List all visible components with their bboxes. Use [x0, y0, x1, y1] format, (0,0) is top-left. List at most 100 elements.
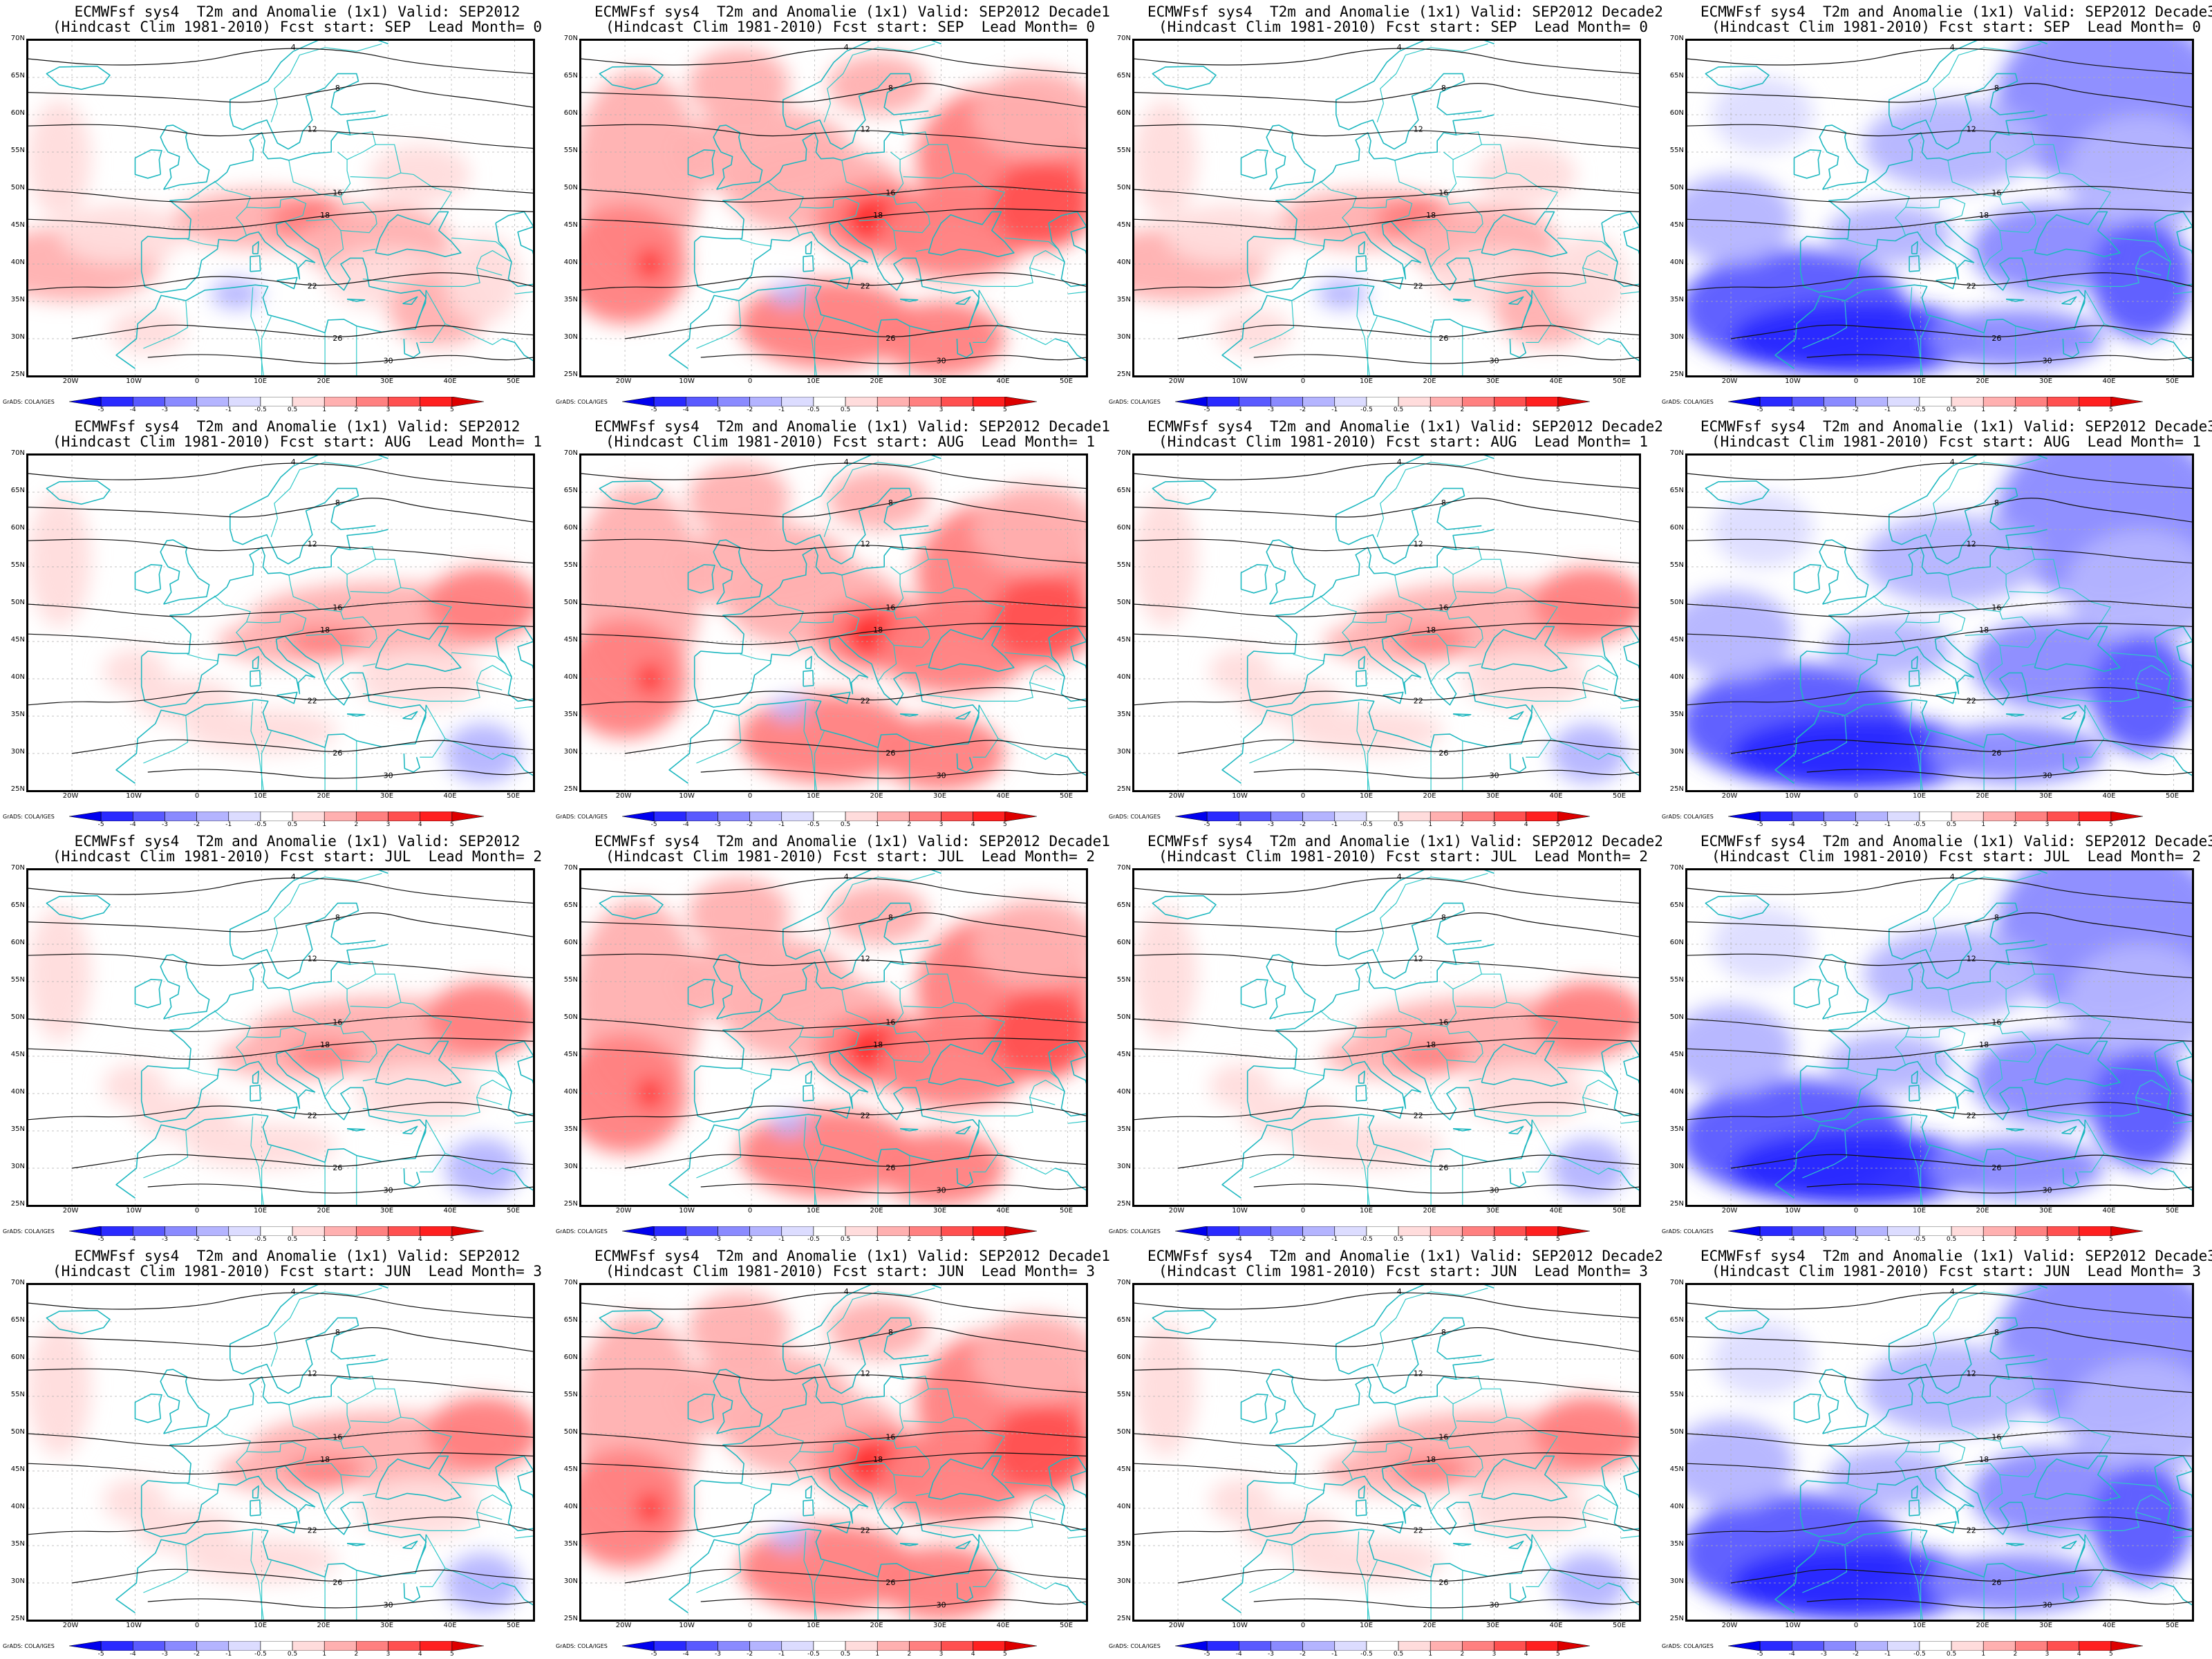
grads-credit: GrADS: COLA/IGES — [1662, 1643, 1714, 1649]
grads-credit: GrADS: COLA/IGES — [556, 399, 608, 405]
colorbar-tick-label: 5 — [449, 406, 454, 413]
colorbar-tick-label: 5 — [1555, 1236, 1560, 1243]
country-borders — [143, 458, 534, 791]
contour-label: 4 — [1950, 458, 1955, 467]
gridlines — [1687, 40, 2193, 376]
country-borders — [1249, 43, 1640, 376]
lat-tick-label: 70N — [1116, 1279, 1131, 1286]
contour-label: 12 — [1414, 955, 1423, 964]
temperature-contours — [28, 877, 534, 1194]
lat-tick-label: 60N — [10, 524, 25, 532]
contour-label: 26 — [1438, 1163, 1448, 1172]
panel-subtitle: (Hindcast Clim 1981-2010) Fcst start: JU… — [1158, 848, 1648, 865]
lat-tick-label: 65N — [1669, 72, 1684, 79]
lon-tick-label: 0 — [747, 1207, 753, 1215]
colorbar-tick-label: 0.5 — [287, 1651, 298, 1658]
colorbar-tick-label: -1 — [1331, 821, 1338, 828]
colorbar-tick-label: 0.5 — [840, 821, 851, 828]
map-frame: 4 8 12 16 18 22 26 30 — [26, 453, 535, 792]
lon-tick-label: 20E — [1976, 377, 1989, 385]
contour-label: 22 — [1414, 696, 1423, 705]
lon-tick-label: 20E — [1423, 1622, 1436, 1629]
colorbar-tick-label: 5 — [449, 1651, 454, 1658]
lat-tick-label: 70N — [10, 1279, 25, 1286]
panel-subtitle: (Hindcast Clim 1981-2010) Fcst start: JU… — [1711, 1263, 2201, 1280]
colorbar-svg — [1175, 812, 1590, 821]
contour-label: 16 — [1438, 603, 1448, 612]
lat-tick-label: 50N — [1669, 184, 1684, 191]
lat-tick-label: 40N — [1669, 1503, 1684, 1510]
colorbar-tick-label: -5 — [1756, 1236, 1763, 1243]
contour-label: 8 — [1441, 498, 1446, 507]
lat-tick-label: 65N — [1116, 1316, 1131, 1324]
gridlines — [581, 455, 1087, 791]
colorbar-tick-label: -0.5 — [254, 1236, 267, 1243]
lat-tick-label: 65N — [563, 487, 578, 494]
country-borders — [1802, 43, 2193, 376]
contour-label: 26 — [885, 1163, 895, 1172]
colorbar-tick-label: 4 — [2077, 1236, 2081, 1243]
colorbar-tick-label: 4 — [971, 406, 975, 413]
lon-tick-label: 10W — [1785, 1622, 1801, 1629]
contour-label: 16 — [1991, 1432, 2001, 1441]
colorbar-tick-label: -1 — [1331, 1651, 1338, 1658]
colorbar-tick-label: -0.5 — [1360, 1651, 1373, 1658]
contour-label: 8 — [335, 1328, 340, 1337]
contour-label: 4 — [291, 458, 296, 467]
contour-label: 8 — [1441, 1328, 1446, 1337]
map-frame: 4 8 12 16 18 22 26 30 — [1132, 39, 1641, 377]
lat-tick-label: 65N — [563, 72, 578, 79]
grads-credit: GrADS: COLA/IGES — [1109, 1643, 1161, 1649]
lat-tick-label: 50N — [1116, 599, 1131, 606]
colorbar-tick-label: -5 — [97, 821, 104, 828]
lon-tick-label: 20E — [317, 792, 330, 800]
contour-label: 4 — [1397, 1287, 1402, 1296]
contour-label: 18 — [1979, 626, 1989, 635]
temperature-contours — [581, 48, 1087, 364]
lon-tick-label: 20E — [1976, 792, 1989, 800]
lon-tick-label: 20W — [1721, 792, 1738, 800]
gridlines — [1687, 1284, 2193, 1620]
colorbar-tick-label: 4 — [971, 1236, 975, 1243]
colorbar-tick-label: -1 — [1331, 406, 1338, 413]
colorbar-tick-label: -0.5 — [254, 1651, 267, 1658]
lon-tick-label: 10W — [126, 377, 142, 385]
lon-tick-label: 40E — [443, 1207, 457, 1215]
lat-tick-label: 65N — [1669, 487, 1684, 494]
gridlines — [1134, 1284, 1640, 1620]
coastlines — [46, 455, 534, 784]
lat-tick-label: 65N — [10, 1316, 25, 1324]
colorbar-tick-label: -5 — [1756, 1651, 1763, 1658]
lat-tick-label: 35N — [563, 1540, 578, 1548]
colorbar-tick-label: 4 — [418, 1651, 422, 1658]
lat-tick-label: 45N — [563, 1051, 578, 1058]
lat-tick-label: 25N — [1669, 1200, 1684, 1208]
panel-subtitle: (Hindcast Clim 1981-2010) Fcst start: JU… — [605, 848, 1095, 865]
lon-tick-label: 20W — [1721, 377, 1738, 385]
colorbar-svg — [622, 812, 1037, 821]
contour-label: 12 — [308, 955, 317, 964]
contour-label: 18 — [320, 626, 330, 635]
panel-title: ECMWFsf sys4 T2m and Anomalie (1x1) Vali… — [1700, 3, 2212, 20]
colorbar-tick-label: 1 — [1981, 1651, 1986, 1658]
lon-tick-label: 30E — [380, 792, 394, 800]
lat-tick-label: 25N — [563, 785, 578, 793]
lat-tick-label: 45N — [1116, 221, 1131, 229]
colorbar-tick-label: -5 — [97, 1236, 104, 1243]
colorbar-tick-label: 1 — [1981, 821, 1986, 828]
lat-tick-label: 60N — [563, 939, 578, 946]
lon-tick-label: 20E — [870, 1622, 883, 1629]
coastlines — [1152, 870, 1640, 1199]
colorbar-tick-label: 3 — [386, 1651, 391, 1658]
colorbar-tick-label: 4 — [1524, 406, 1528, 413]
lat-tick-label: 50N — [563, 184, 578, 191]
map-panel: ECMWFsf sys4 T2m and Anomalie (1x1) Vali… — [553, 0, 1110, 415]
contour-label: 16 — [1438, 1432, 1448, 1441]
lat-tick-label: 35N — [563, 296, 578, 303]
contour-label: 12 — [861, 125, 870, 134]
lat-tick-label: 50N — [563, 599, 578, 606]
colorbar-tick-label: 3 — [1492, 1651, 1497, 1658]
lat-tick-label: 60N — [1669, 939, 1684, 946]
country-borders — [1802, 872, 2193, 1206]
colorbar-tick-label: -3 — [714, 406, 721, 413]
